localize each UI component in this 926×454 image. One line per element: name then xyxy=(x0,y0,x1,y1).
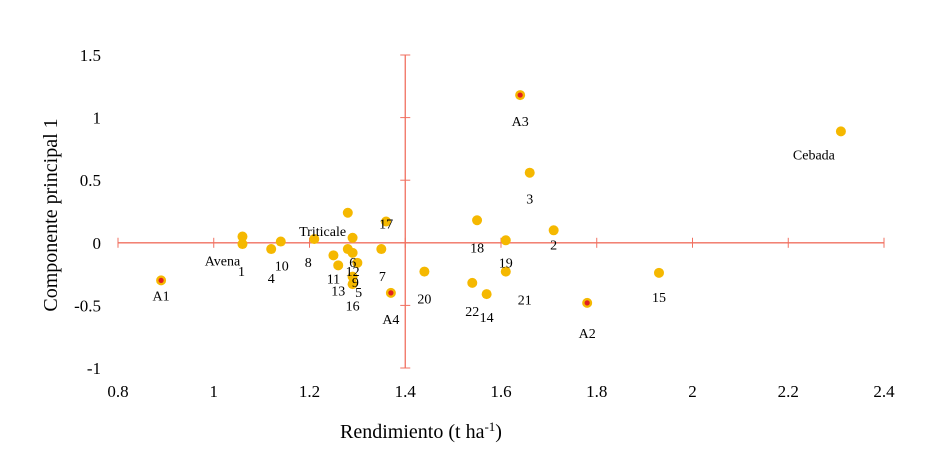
data-points xyxy=(156,90,846,308)
x-tick-label: 2.2 xyxy=(778,382,799,401)
data-point-13 xyxy=(333,260,344,271)
point-label-15: 15 xyxy=(652,291,666,306)
data-point-11 xyxy=(328,250,339,261)
y-tick-label: 1 xyxy=(93,109,102,128)
point-label-8: 8 xyxy=(305,256,312,271)
x-tick-label: 1.2 xyxy=(299,382,320,401)
y-tick-label: -0.5 xyxy=(74,296,101,315)
y-tick-label: 1.5 xyxy=(80,46,101,65)
data-point-3 xyxy=(524,167,535,178)
point-label-14: 14 xyxy=(480,311,494,326)
point-label-1: 1 xyxy=(238,265,245,280)
x-axis-title-close: ) xyxy=(495,421,502,443)
point-label-18: 18 xyxy=(470,241,484,256)
data-point-10 xyxy=(275,236,286,247)
point-label-a4: A4 xyxy=(382,313,399,328)
data-point-17 xyxy=(381,216,392,227)
point-label-20: 20 xyxy=(417,293,431,308)
point-label-5: 5 xyxy=(355,286,362,301)
x-tick-label: 2 xyxy=(688,382,697,401)
data-point-22 xyxy=(467,277,478,288)
environment-marker-a4 xyxy=(388,290,394,296)
point-label-3: 3 xyxy=(526,193,533,208)
point-labels: CebadaTriticaleAvena12345678910111213141… xyxy=(153,115,836,342)
point-label-19: 19 xyxy=(499,256,513,271)
point-label-17: 17 xyxy=(379,218,393,233)
x-tick-label: 1.6 xyxy=(490,382,511,401)
data-point-5 xyxy=(347,279,358,290)
environment-marker-a3 xyxy=(517,92,523,98)
data-point-cebada xyxy=(835,126,846,137)
data-point-12 xyxy=(347,247,358,258)
point-label-13: 13 xyxy=(331,284,345,299)
point-label-a3: A3 xyxy=(512,115,529,130)
axes xyxy=(117,54,885,369)
environment-marker-a1 xyxy=(158,277,164,283)
environment-marker-a2 xyxy=(584,300,590,306)
point-label-9: 9 xyxy=(352,276,359,291)
point-label-a1: A1 xyxy=(153,289,170,304)
y-tick-label: -1 xyxy=(87,359,101,378)
y-axis-title: Componente principal 1 xyxy=(40,118,62,311)
data-point-4 xyxy=(266,244,277,255)
data-point-1 xyxy=(237,239,248,250)
point-label-triticale: Triticale xyxy=(299,225,346,240)
x-tick-label: 1.8 xyxy=(586,382,607,401)
point-label-16: 16 xyxy=(346,300,360,315)
point-label-avena: Avena xyxy=(205,255,241,270)
point-label-22: 22 xyxy=(465,305,479,320)
point-label-12: 12 xyxy=(346,265,360,280)
point-label-a2: A2 xyxy=(579,327,596,342)
point-label-21: 21 xyxy=(518,294,532,309)
x-tick-label: 0.8 xyxy=(107,382,128,401)
tick-labels: 0.8 1 1.2 1.4 1.6 1.8 2 2.2 2.4 1.5 1 0.5 0 -0.5 -1 xyxy=(74,46,895,401)
point-label-cebada: Cebada xyxy=(793,148,836,163)
point-label-6: 6 xyxy=(349,256,356,271)
data-point-19 xyxy=(500,235,511,246)
data-point-triticale xyxy=(347,232,358,243)
data-point-15 xyxy=(653,267,664,278)
x-axis-title-text: Rendimiento (t ha xyxy=(340,421,485,443)
x-axis-title-superscript: -1 xyxy=(484,419,495,434)
data-point-16 xyxy=(347,271,358,282)
data-point-14 xyxy=(481,289,492,300)
data-point-8 xyxy=(309,234,320,245)
point-label-11: 11 xyxy=(327,272,340,287)
point-label-10: 10 xyxy=(275,260,289,275)
data-point-21 xyxy=(500,266,511,277)
data-point-20 xyxy=(419,266,430,277)
data-point-7 xyxy=(376,244,387,255)
x-tick-label: 2.4 xyxy=(873,382,895,401)
x-tick-label: 1.4 xyxy=(395,382,417,401)
point-label-7: 7 xyxy=(379,270,386,285)
y-tick-label: 0.5 xyxy=(80,171,101,190)
y-tick-label: 0 xyxy=(93,234,102,253)
data-point-2 xyxy=(548,225,559,236)
data-point-18 xyxy=(472,215,483,226)
x-axis-title: Rendimiento (t ha-1) xyxy=(340,419,502,443)
x-tick-label: 1 xyxy=(210,382,219,401)
point-label-2: 2 xyxy=(550,238,557,253)
data-point-avena xyxy=(237,231,248,242)
point-label-4: 4 xyxy=(268,272,275,287)
data-point-9 xyxy=(352,257,363,268)
data-point-unlabeled xyxy=(342,207,353,218)
